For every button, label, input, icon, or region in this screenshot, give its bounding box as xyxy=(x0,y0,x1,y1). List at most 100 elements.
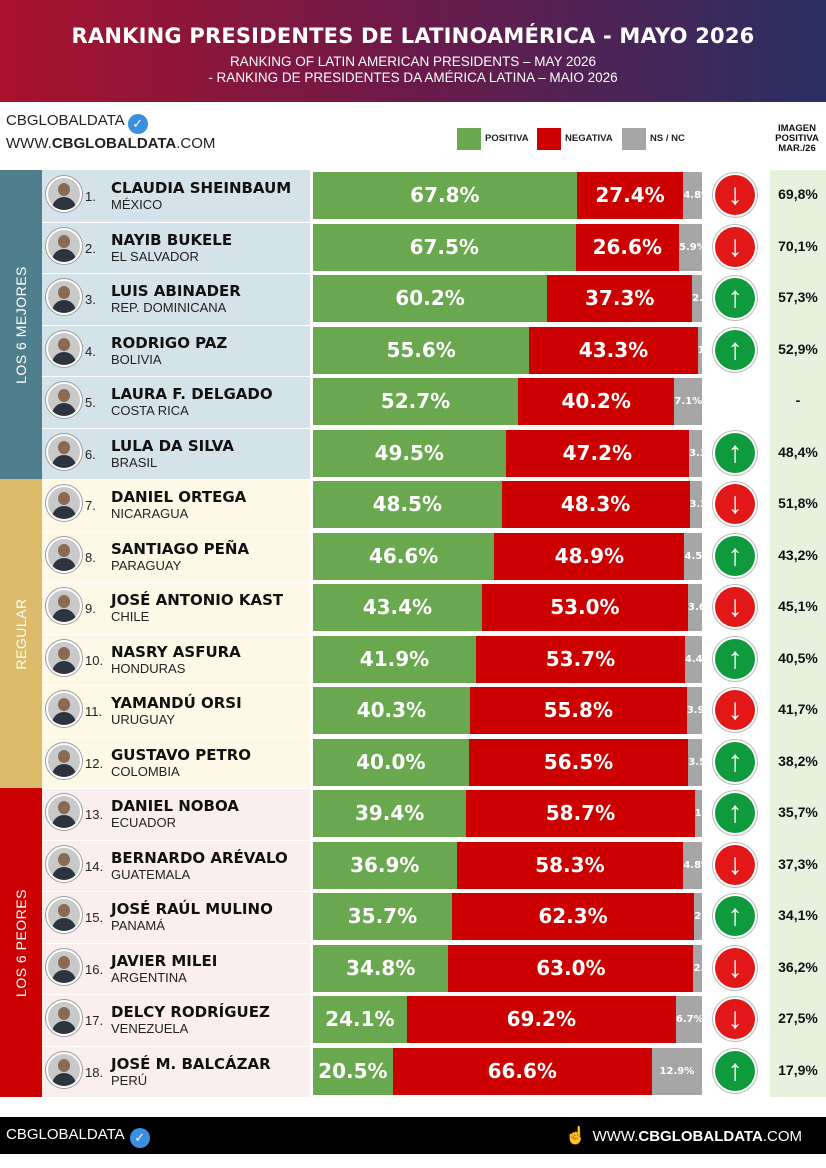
ns-bar-label: 2.5% xyxy=(692,293,702,304)
ns-bar-label: 2.2% xyxy=(693,962,702,974)
avatar-head xyxy=(58,749,70,763)
legend-ns-label: NS / NC xyxy=(650,133,685,144)
positive-bar: 52.7% xyxy=(313,378,518,425)
group-band: REGULAR xyxy=(0,479,42,788)
avatar-body xyxy=(52,1072,76,1086)
site-suffix: .COM xyxy=(176,135,216,152)
president-name: JOSÉ RAÚL MULINO xyxy=(111,900,273,918)
legend-ns: NS / NC xyxy=(622,128,702,150)
site-bold: CBGLOBALDATA xyxy=(51,135,177,152)
avatar-head xyxy=(58,852,70,866)
ns-bar-label: 4.8% xyxy=(683,859,702,871)
negative-bar-label: 53.0% xyxy=(550,595,620,619)
legend-ns-swatch xyxy=(622,128,646,150)
ns-bar: 3.9% xyxy=(686,687,702,734)
footer-verified-check-icon: ✓ xyxy=(129,1128,150,1148)
avatar-head xyxy=(58,543,70,557)
group-label: REGULAR xyxy=(13,597,29,670)
president-avatar xyxy=(46,485,82,521)
president-name: LULA DA SILVA xyxy=(111,436,234,455)
group-band: LOS 6 PEORES xyxy=(0,788,42,1097)
country-name: PARAGUAY xyxy=(111,557,182,573)
row-separator xyxy=(42,324,310,326)
president-avatar xyxy=(46,794,82,830)
avatar-body xyxy=(52,300,76,313)
avatar-head xyxy=(58,646,70,660)
ns-bar: 12.9% xyxy=(651,1047,702,1095)
rank-number: 13. xyxy=(85,807,104,822)
positive-bar-label: 40.0% xyxy=(356,749,426,774)
previous-image-value: 41,7% xyxy=(778,701,818,717)
negative-bar-label: 37.3% xyxy=(585,286,655,310)
previous-image-value: 35,7% xyxy=(778,804,818,820)
positive-bar: 35.7% xyxy=(313,893,452,940)
country-name: ECUADOR xyxy=(111,815,177,830)
president-name: SANTIAGO PEÑA xyxy=(111,539,250,558)
negative-bar: 27.4% xyxy=(576,172,684,219)
negative-bar-label: 66.6% xyxy=(487,1058,557,1083)
positive-bar-label: 49.5% xyxy=(374,440,444,465)
ns-bar: 4.4% xyxy=(684,635,702,683)
country-name: MÉXICO xyxy=(111,197,163,212)
president-avatar xyxy=(46,948,82,985)
avatar-body xyxy=(52,506,76,519)
negative-bar-label: 47.2% xyxy=(562,440,633,465)
president-avatar xyxy=(46,897,82,933)
header-banner: RANKING PRESIDENTES DE LATINOAMÉRICA - M… xyxy=(0,0,826,102)
negative-bar: 26.6% xyxy=(575,223,680,271)
row-separator xyxy=(42,530,310,532)
footer-site-suffix: .COM xyxy=(762,1128,802,1145)
footer-website-link[interactable]: ☝ WWW.CBGLOBALDATA.COM xyxy=(565,1126,802,1146)
arrow-down-icon: ↓ xyxy=(715,226,755,267)
previous-image-value: 36,2% xyxy=(778,958,818,975)
previous-image-value: - xyxy=(795,392,801,408)
avatar-body xyxy=(52,866,76,880)
president-avatar xyxy=(46,382,82,418)
president-avatar xyxy=(46,536,82,573)
negative-bar-label: 40.2% xyxy=(561,389,631,413)
positive-bar-label: 67.8% xyxy=(410,183,480,207)
negative-bar: 48.3% xyxy=(501,481,690,528)
ns-bar-label: 4.8% xyxy=(683,190,702,201)
arrow-up-icon: ↑ xyxy=(715,1050,755,1091)
avatar-head xyxy=(58,595,70,608)
negative-bar-label: 58.7% xyxy=(545,801,616,825)
avatar-body xyxy=(52,557,76,571)
ns-bar: 7.1% xyxy=(674,378,702,425)
negative-bar: 53.7% xyxy=(475,635,685,683)
negative-bar: 53.0% xyxy=(481,584,688,631)
rank-number: 8. xyxy=(85,549,96,565)
positive-bar: 34.8% xyxy=(313,944,449,992)
previous-image-value: 17,9% xyxy=(778,1061,818,1078)
negative-bar-label: 63.0% xyxy=(536,955,606,980)
avatar-head xyxy=(58,337,70,351)
ns-bar: 4.8% xyxy=(683,841,702,889)
avatar-body xyxy=(52,763,76,777)
ns-bar: 3.6% xyxy=(687,584,702,631)
previous-image-value: 48,4% xyxy=(778,443,818,460)
previous-image-value: 27,5% xyxy=(778,1010,818,1026)
president-name: DANIEL NOBOA xyxy=(111,797,239,815)
avatar-body xyxy=(52,969,76,983)
avatar-body xyxy=(52,815,76,828)
negative-bar: 63.0% xyxy=(448,944,694,992)
row-separator xyxy=(42,788,310,789)
president-avatar xyxy=(46,691,82,727)
subtitle-portuguese: - RANKING DE PRESIDENTES DA AMÉRICA LATI… xyxy=(208,70,618,85)
positive-bar-label: 40.3% xyxy=(356,698,427,722)
president-avatar xyxy=(46,279,82,315)
rank-number: 14. xyxy=(85,858,104,874)
arrow-up-icon: ↑ xyxy=(715,278,755,318)
rank-number: 17. xyxy=(85,1013,104,1028)
row-separator xyxy=(42,891,310,892)
positive-bar: 41.9% xyxy=(313,635,476,683)
president-name: CLAUDIA SHEINBAUM xyxy=(111,179,292,197)
legend-positive-swatch xyxy=(457,128,481,150)
positive-bar-label: 24.1% xyxy=(325,1007,395,1031)
website-link[interactable]: WWW.CBGLOBALDATA.COM xyxy=(6,135,215,152)
avatar-body xyxy=(52,403,76,416)
president-avatar xyxy=(46,845,82,882)
ns-bar: 3.3% xyxy=(689,429,702,477)
negative-bar-label: 55.8% xyxy=(543,698,613,722)
rank-number: 11. xyxy=(85,704,103,719)
